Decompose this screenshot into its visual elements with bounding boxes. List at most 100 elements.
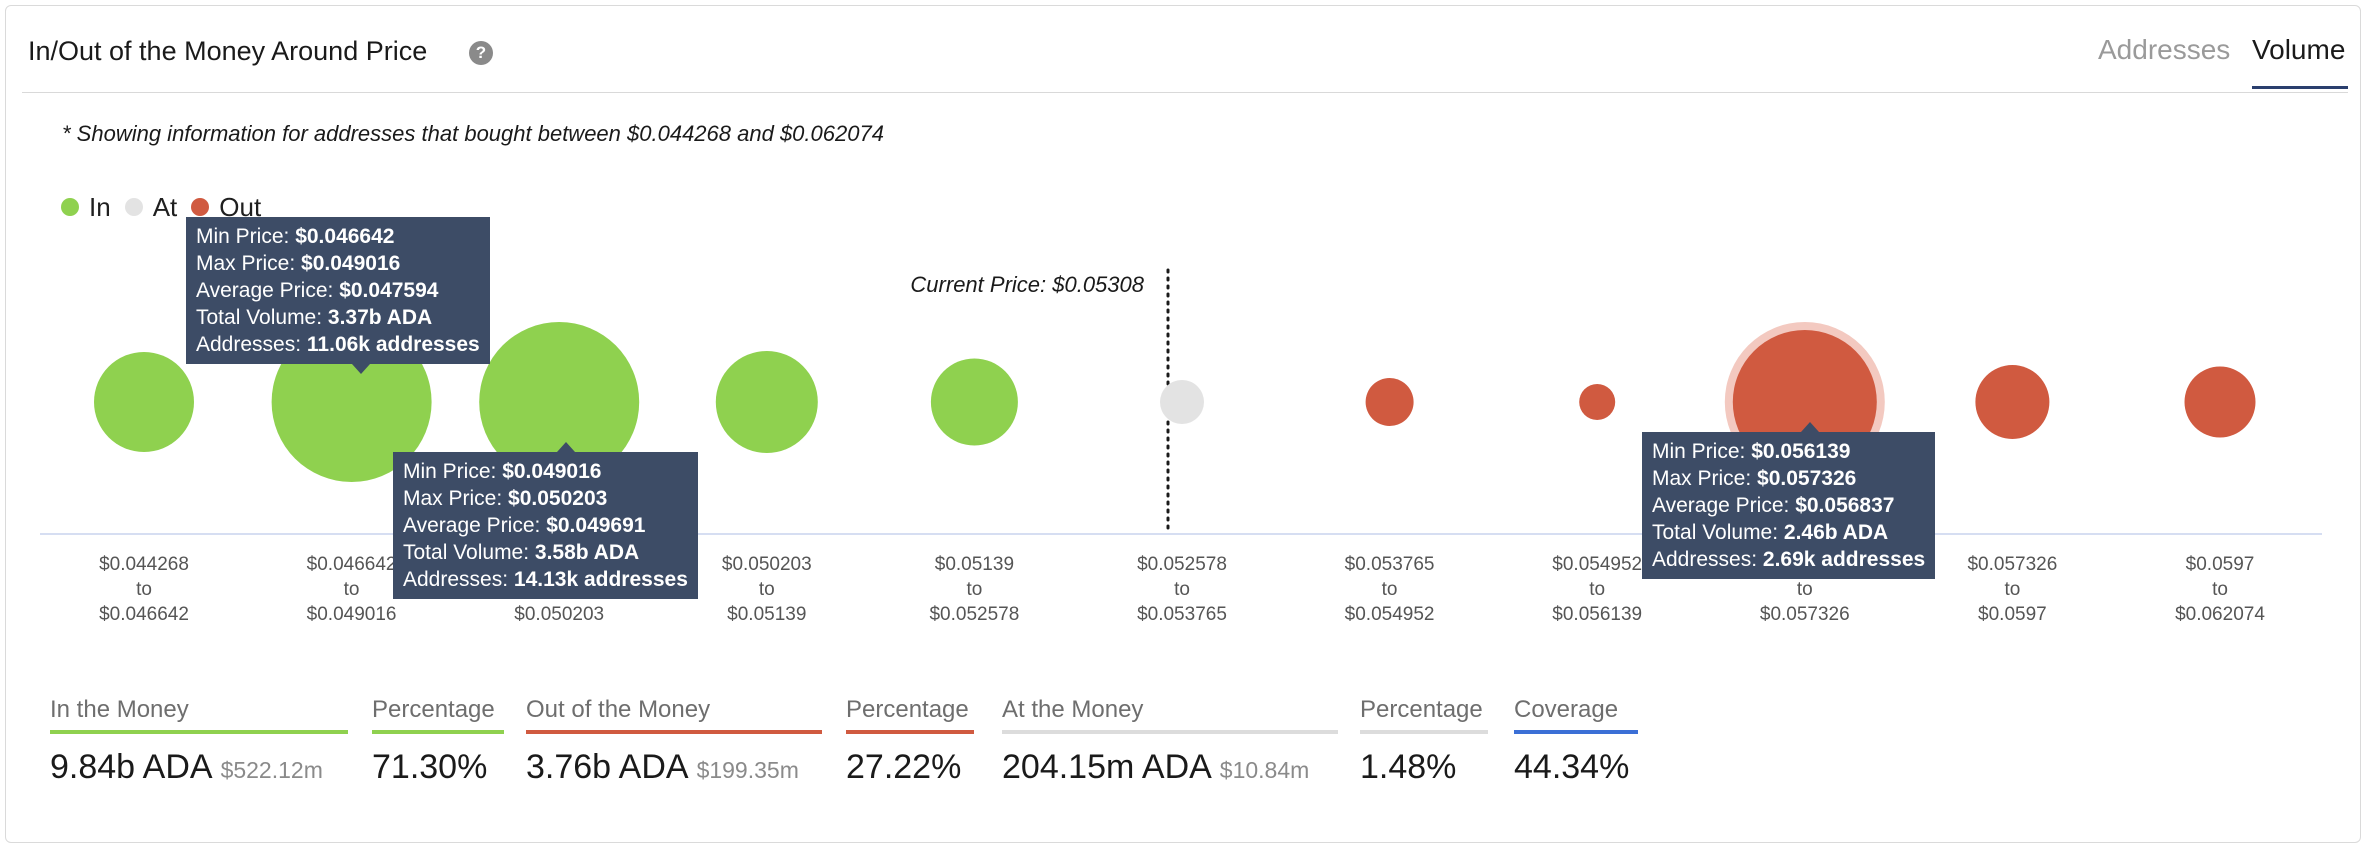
legend-in-label: In: [89, 191, 111, 222]
legend-out-label: Out: [219, 191, 262, 222]
bubble-out: [1975, 365, 2050, 439]
stat-value: 204.15m ADA $10.84m: [1002, 748, 1310, 786]
x-tick-line: to: [2004, 579, 2020, 600]
x-tick-line: $0.046642: [307, 554, 397, 575]
tooltip-row: Addresses: 14.13k addresses: [403, 568, 688, 591]
x-tick-line: $0.050203: [722, 554, 812, 575]
x-tick-line: $0.049016: [307, 604, 397, 625]
x-tick-line: $0.052578: [929, 604, 1019, 625]
x-tick-line: $0.044268: [99, 554, 189, 575]
x-tick-line: to: [1174, 579, 1190, 600]
stat-label: Coverage: [1514, 696, 1619, 723]
stat-value: 27.22%: [846, 748, 962, 786]
x-tick-line: $0.053765: [1137, 604, 1227, 625]
stat-usd-value: $522.12m: [220, 757, 323, 783]
tooltip-row: Average Price: $0.047594: [196, 279, 439, 302]
stat-usd-value: $199.35m: [696, 757, 799, 783]
tooltip-row: Min Price: $0.056139: [1652, 440, 1851, 463]
x-tick-label: $0.046642 to $0.049016: [307, 554, 397, 625]
x-tick-line: $0.05139: [935, 554, 1014, 575]
x-tick-line: $0.054952: [1552, 554, 1642, 575]
tooltip-caret: [1801, 422, 1819, 432]
x-tick-label: $0.053765 to $0.054952: [1345, 554, 1435, 625]
stat-bar: [1514, 730, 1638, 734]
tooltip-bin-2: Min Price: $0.046642 Max Price: $0.04901…: [186, 217, 490, 374]
x-tick-label: $0.050203 to $0.05139: [722, 554, 812, 625]
stat-bar: [526, 730, 822, 734]
stat-in-the-money: In the Money 9.84b ADA $522.12m: [50, 696, 348, 787]
tooltip-row: Average Price: $0.049691: [403, 514, 646, 537]
tooltip-row: Max Price: $0.057326: [1652, 467, 1857, 490]
x-tick-line: $0.050203: [514, 604, 604, 625]
widget-title: In/Out of the Money Around Price: [28, 36, 428, 66]
stat-bar: [50, 730, 348, 734]
stat-bar: [1360, 730, 1488, 734]
stat-value: 1.48%: [1360, 748, 1457, 786]
x-tick-line: $0.053765: [1345, 554, 1435, 575]
x-tick-line: $0.057326: [1760, 604, 1850, 625]
stat-value: 44.34%: [1514, 748, 1630, 786]
widget-card: In/Out of the Money Around Price ? Addre…: [5, 5, 2361, 843]
legend-item-out[interactable]: Out: [191, 192, 261, 223]
stat-bar: [846, 730, 974, 734]
x-tick-line: $0.05139: [727, 604, 806, 625]
x-tick-line: to: [136, 579, 152, 600]
tooltip-row: Addresses: 2.69k addresses: [1652, 548, 1926, 571]
x-tick-line: $0.057326: [1967, 554, 2057, 575]
stat-in-percentage: Percentage 71.30%: [372, 696, 504, 787]
tooltip-row: Total Volume: 3.37b ADA: [196, 306, 433, 329]
x-tick-line: to: [2212, 579, 2228, 600]
legend-at-label: At: [152, 191, 178, 222]
stat-bar: [372, 730, 504, 734]
current-price-label: Current Price: $0.05308: [910, 272, 1144, 297]
tab-addresses[interactable]: Addresses: [2098, 34, 2231, 65]
x-tick-line: to: [1797, 579, 1813, 600]
stat-label: Percentage: [846, 696, 969, 723]
bubble-out: [1579, 384, 1616, 420]
stat-bar: [1002, 730, 1338, 734]
x-tick-line: $0.056139: [1552, 604, 1642, 625]
stat-at-the-money: At the Money 204.15m ADA $10.84m: [1002, 696, 1338, 787]
tooltip-row: Average Price: $0.056837: [1652, 494, 1895, 517]
x-tick-label: $0.05139 to $0.052578: [929, 554, 1019, 625]
legend-item-in[interactable]: In: [61, 192, 111, 223]
x-tick-line: $0.046642: [99, 604, 189, 625]
x-tick-line: $0.054952: [1345, 604, 1435, 625]
bubble-out: [2184, 366, 2256, 438]
active-tab-indicator: [2252, 86, 2348, 89]
stat-coverage: Coverage 44.34%: [1514, 696, 1638, 787]
stat-value: 71.30%: [372, 748, 488, 786]
stat-label: Percentage: [372, 696, 495, 723]
tooltip-bin-9: Min Price: $0.056139 Max Price: $0.05732…: [1642, 422, 1936, 579]
tooltip-caret: [352, 364, 370, 374]
legend-item-at[interactable]: At: [124, 191, 178, 223]
bubble-in: [479, 322, 640, 482]
legend-out-dot-icon: [191, 198, 210, 216]
bubble-in: [94, 352, 194, 452]
stat-label: In the Money: [50, 696, 189, 723]
x-tick-line: to: [1589, 579, 1605, 600]
header-divider: [22, 92, 2348, 93]
x-tick-line: $0.062074: [2175, 604, 2265, 625]
stat-label: Out of the Money: [526, 696, 711, 723]
legend-at-dot-icon: [124, 198, 143, 216]
x-tick-line: to: [344, 579, 360, 600]
tooltip-row: Min Price: $0.049016: [403, 460, 602, 483]
help-icon[interactable]: ?: [469, 41, 493, 65]
range-note: * Showing information for addresses that…: [62, 121, 884, 146]
stat-out-of-the-money: Out of the Money 3.76b ADA $199.35m: [526, 696, 822, 787]
bubble-out: [1365, 378, 1414, 426]
bubble-in: [715, 351, 818, 453]
stat-usd-value: $10.84m: [1219, 757, 1310, 783]
x-tick-line: to: [1382, 579, 1398, 600]
tooltip-row: Total Volume: 2.46b ADA: [1652, 521, 1889, 544]
x-tick-line: to: [759, 579, 775, 600]
tooltip-bin-3: Min Price: $0.049016 Max Price: $0.05020…: [393, 442, 698, 599]
tab-volume[interactable]: Volume: [2252, 34, 2346, 65]
x-tick-label: $0.044268 to $0.046642: [99, 554, 189, 625]
bubble-in: [930, 358, 1018, 446]
tooltip-row: Total Volume: 3.58b ADA: [403, 541, 640, 564]
stat-value: 9.84b ADA $522.12m: [50, 748, 323, 786]
x-tick-line: $0.052578: [1137, 554, 1227, 575]
tooltip-row: Max Price: $0.049016: [196, 252, 401, 275]
